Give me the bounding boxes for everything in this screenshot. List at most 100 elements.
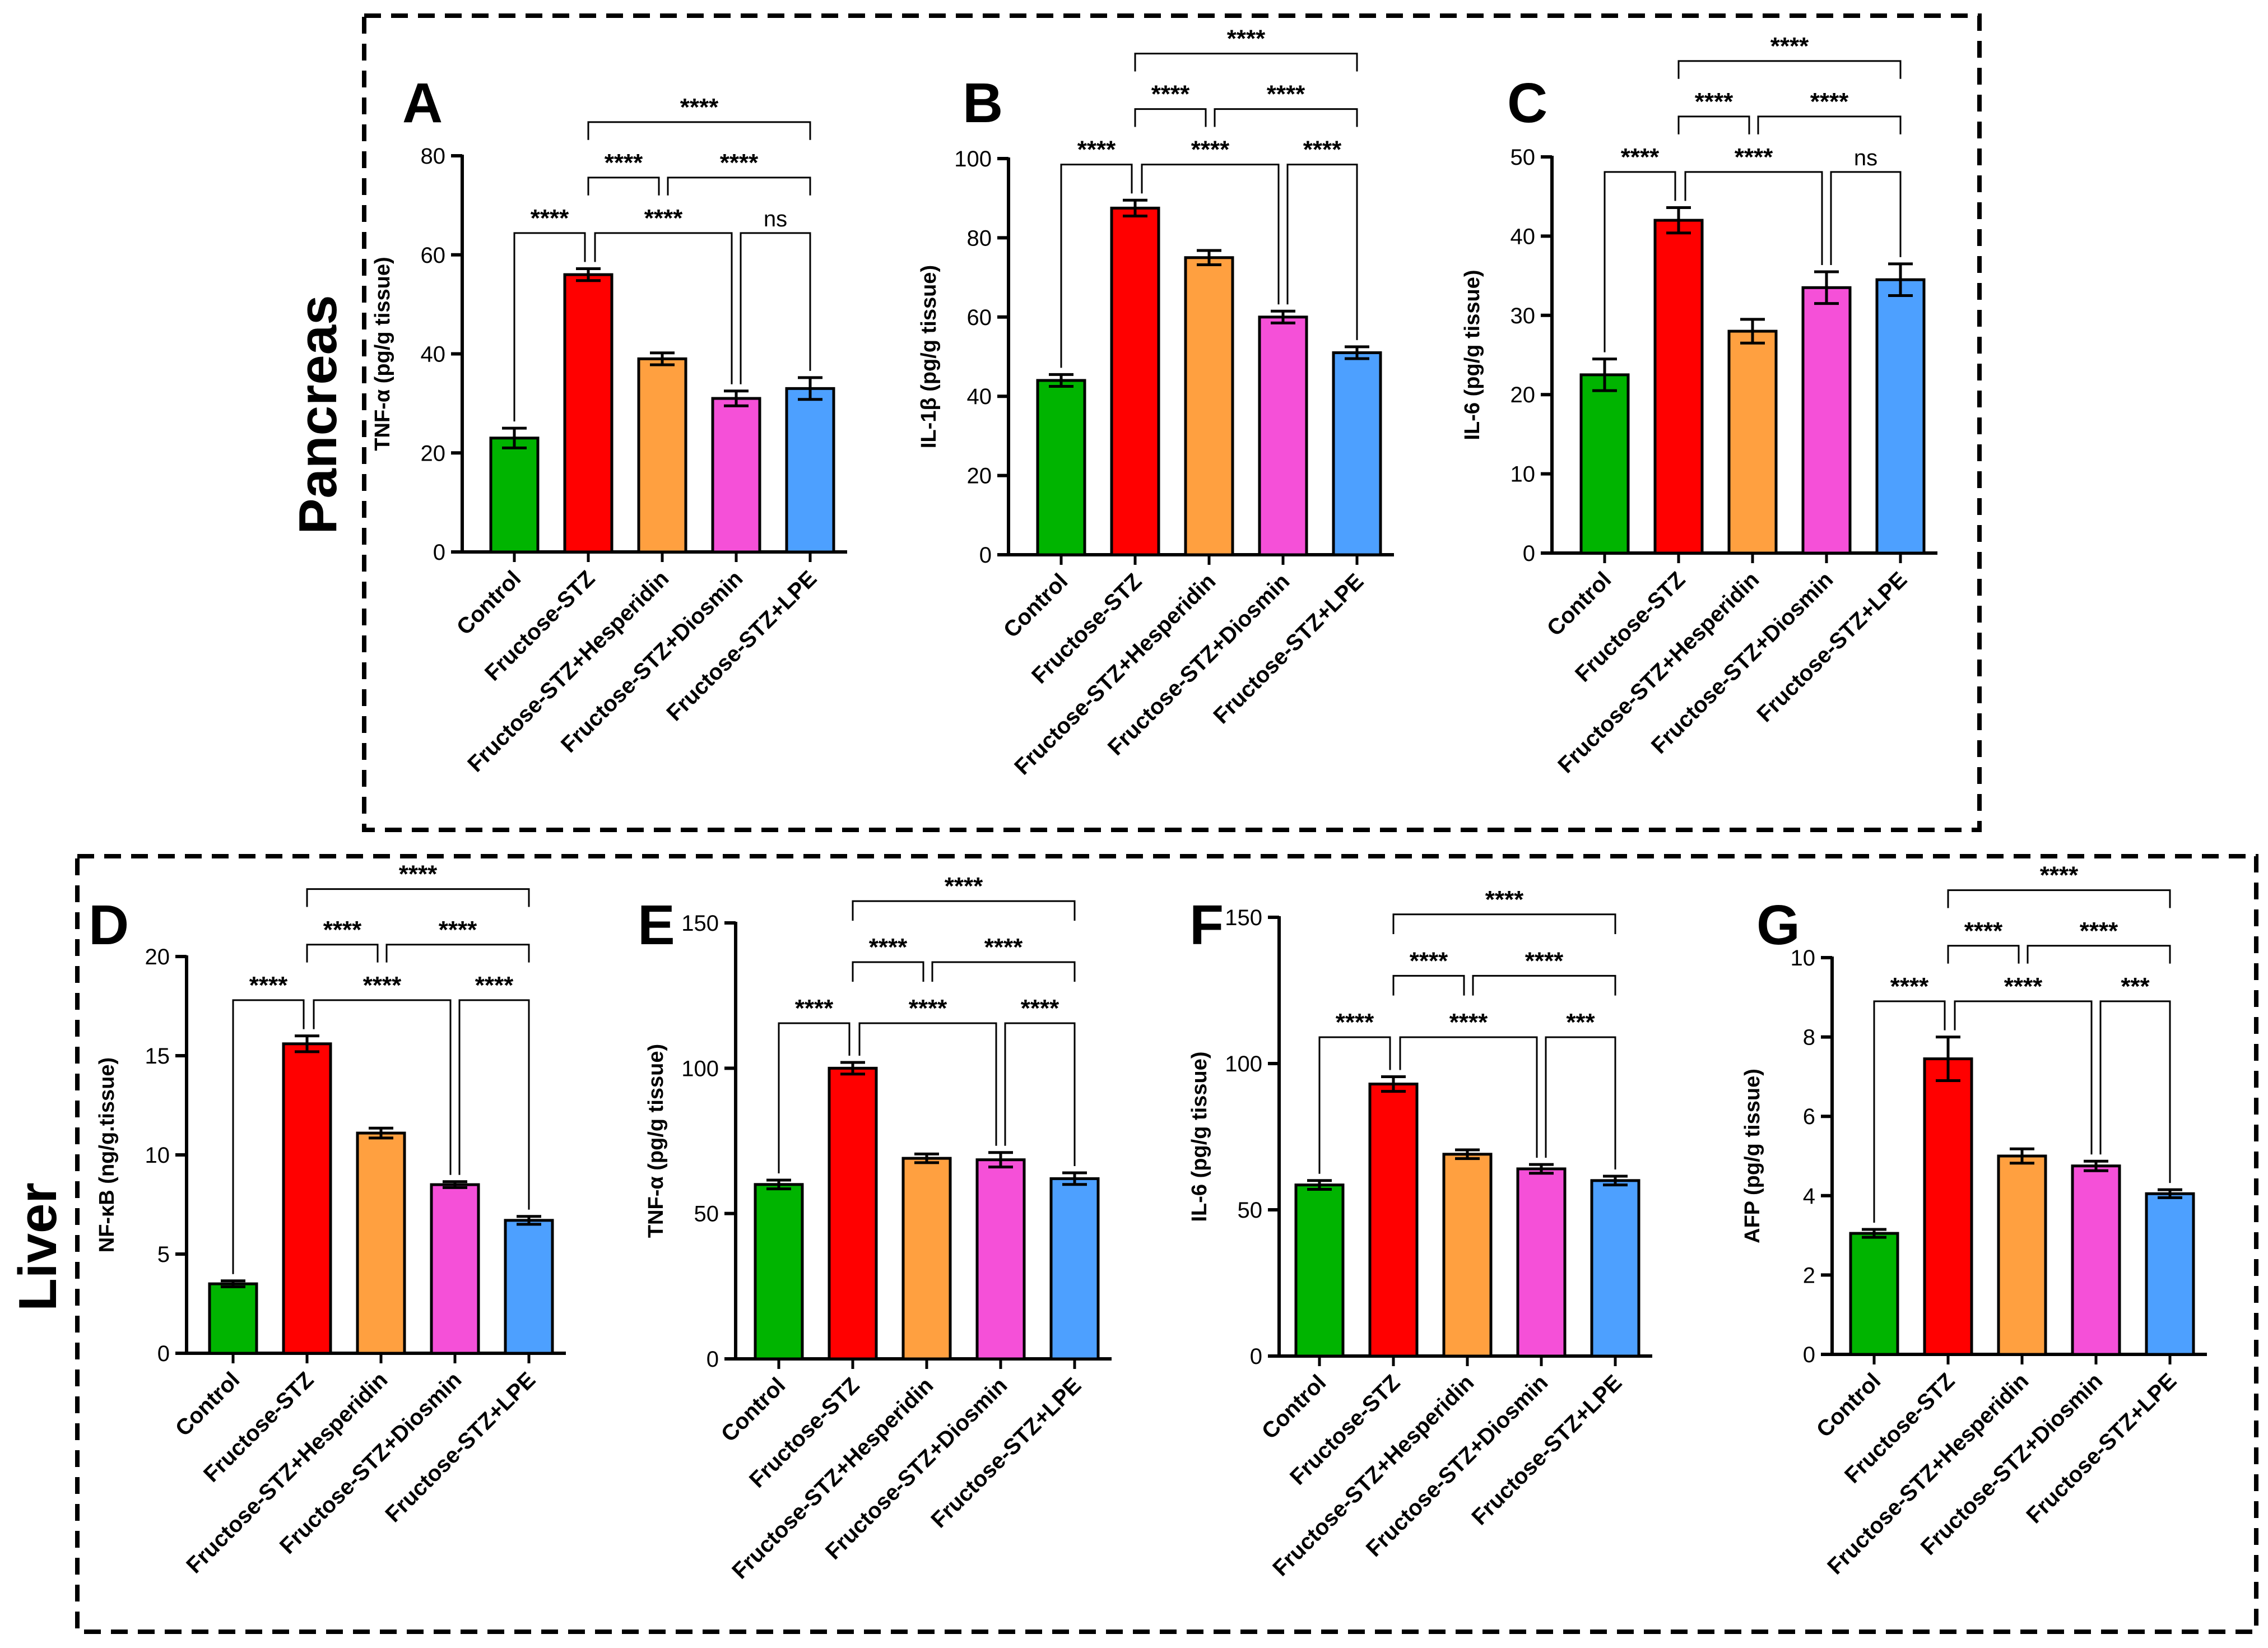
y-tick-label: 0 [1250, 1344, 1262, 1369]
bar [1875, 278, 1926, 555]
significance-bracket [1134, 108, 1207, 127]
significance-bracket [594, 232, 733, 384]
significance-bracket [1604, 171, 1676, 352]
significance-bracket [778, 1022, 850, 1174]
bar [1923, 1057, 1973, 1356]
significance-bracket [2027, 945, 2171, 964]
y-tick-label: 20 [145, 945, 170, 969]
significance-label: **** [1267, 81, 1305, 108]
pancreas-box [362, 13, 1982, 832]
panel-letter: A [402, 72, 443, 134]
y-tick-label: 10 [1791, 946, 1816, 971]
significance-label: **** [1227, 25, 1266, 53]
significance-bracket [1392, 913, 1616, 935]
significance-bracket [1004, 1022, 1076, 1167]
bar [1516, 1167, 1567, 1358]
significance-label: **** [1410, 947, 1448, 974]
significance-label: ns [1854, 146, 1877, 170]
significance-bracket [1757, 115, 1902, 134]
bar [489, 437, 540, 554]
panel-letter: D [89, 894, 129, 957]
y-tick-label: 60 [421, 243, 446, 268]
y-tick-label: 8 [1803, 1025, 1815, 1050]
significance-label: **** [1621, 143, 1660, 171]
significance-label: **** [1077, 136, 1116, 164]
significance-label: *** [1566, 1009, 1595, 1036]
bar [1849, 1232, 1899, 1356]
y-tick-label: 50 [1511, 145, 1536, 170]
significance-label: **** [363, 972, 402, 999]
y-tick-label: 100 [681, 1056, 719, 1081]
significance-bracket [852, 961, 924, 982]
y-axis-label: IL-6 (pg/g tissue) [1188, 1052, 1211, 1222]
significance-label: **** [795, 995, 834, 1022]
significance-label: **** [1964, 917, 2003, 945]
significance-label: **** [399, 861, 438, 888]
bar [1442, 1153, 1493, 1358]
significance-bracket [1214, 108, 1358, 127]
y-tick-label: 0 [979, 543, 992, 568]
bar [1727, 329, 1778, 555]
y-tick-label: 30 [1511, 304, 1536, 328]
bar [1653, 219, 1704, 555]
significance-bracket [1947, 889, 2171, 908]
significance-label: **** [1735, 143, 1773, 171]
significance-bracket [1677, 115, 1750, 134]
significance-bracket [1954, 1000, 2093, 1155]
bar [1590, 1179, 1640, 1358]
y-tick-label: 5 [157, 1242, 170, 1267]
y-tick-label: 150 [681, 911, 719, 936]
significance-bracket [587, 177, 660, 196]
significance-label: **** [945, 872, 983, 900]
significance-bracket [858, 1022, 997, 1146]
significance-bracket [513, 232, 586, 422]
y-tick-label: 150 [1225, 906, 1262, 930]
bar [1579, 373, 1630, 555]
bar [504, 1219, 554, 1355]
significance-label: **** [1449, 1009, 1488, 1036]
bar [1801, 286, 1852, 555]
y-tick-label: 10 [1511, 462, 1536, 487]
significance-bracket [458, 999, 530, 1210]
panel-letter: G [1756, 894, 1800, 957]
significance-bracket [1947, 945, 2020, 964]
significance-bracket [1392, 974, 1465, 996]
significance-bracket [740, 232, 811, 384]
y-axis-label: NF-κB (ng/g.tissue) [95, 1057, 119, 1252]
section-label-liver: Liver [8, 1182, 68, 1311]
significance-bracket [1399, 1036, 1538, 1158]
significance-bracket [1472, 974, 1616, 996]
bar [563, 273, 614, 554]
significance-bracket [306, 944, 379, 963]
significance-bracket [1545, 1036, 1616, 1169]
significance-label: **** [2080, 917, 2118, 945]
y-tick-label: 100 [1225, 1052, 1262, 1076]
significance-bracket [587, 121, 811, 140]
y-tick-label: 60 [967, 305, 992, 330]
bar [2145, 1192, 2195, 1356]
y-tick-label: 80 [967, 226, 992, 250]
significance-bracket [1286, 164, 1358, 340]
significance-label: **** [439, 916, 477, 944]
bar [1258, 315, 1308, 556]
y-tick-label: 50 [694, 1202, 719, 1227]
panel-letter: E [638, 894, 675, 957]
panel-letter: C [1507, 72, 1547, 134]
y-axis-label: IL-1β (pg/g tissue) [917, 265, 941, 448]
y-tick-label: 0 [1523, 541, 1535, 566]
significance-bracket [1141, 164, 1280, 305]
significance-label: **** [644, 205, 683, 232]
significance-label: *** [2121, 973, 2150, 1000]
significance-bracket [1060, 164, 1133, 368]
significance-bracket [2099, 1000, 2171, 1183]
bar [901, 1157, 952, 1361]
bar [1332, 351, 1382, 556]
y-tick-label: 40 [1511, 224, 1536, 249]
liver-box [75, 854, 2258, 1634]
bar [282, 1042, 332, 1355]
y-tick-label: 20 [421, 441, 446, 466]
significance-bracket [385, 944, 530, 963]
bar [975, 1158, 1026, 1361]
significance-label: **** [475, 972, 514, 999]
